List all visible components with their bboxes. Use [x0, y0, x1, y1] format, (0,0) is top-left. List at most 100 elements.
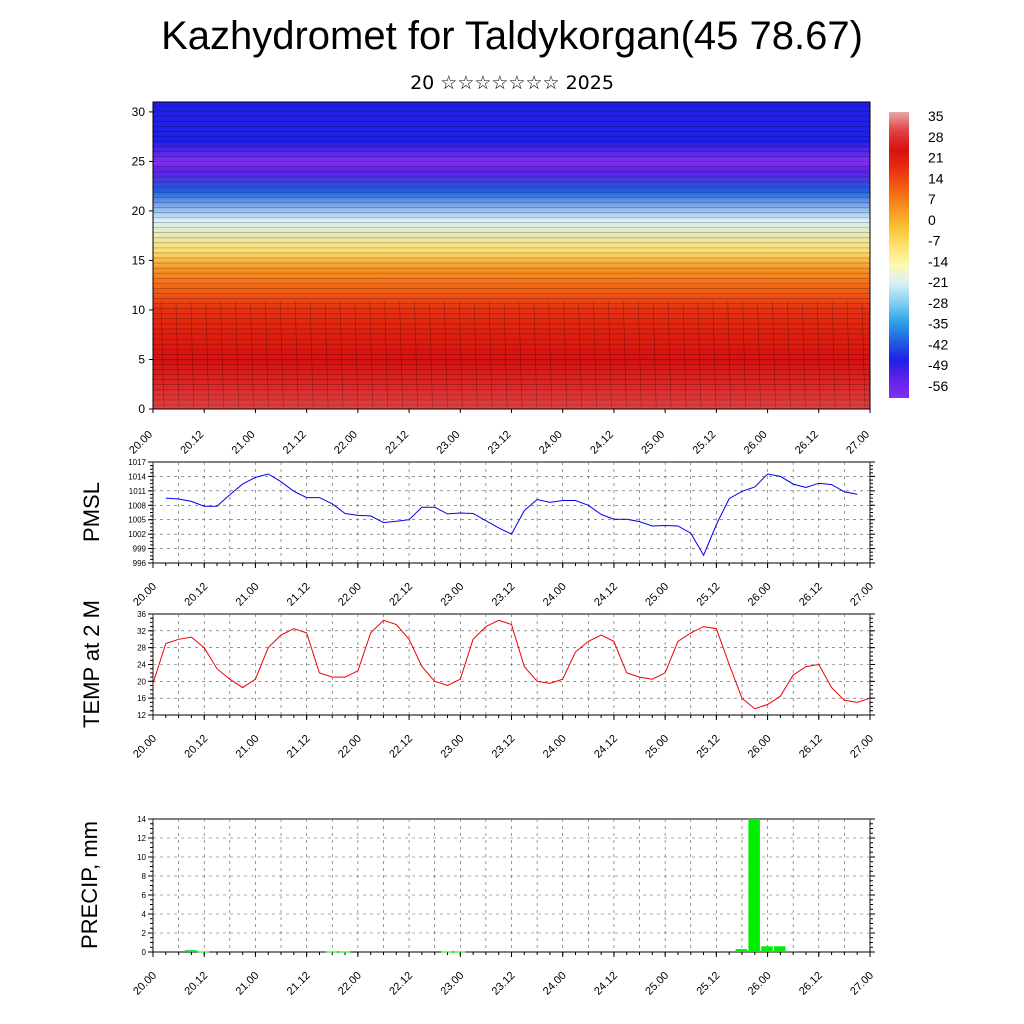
- y-tick-label: 996: [133, 559, 147, 568]
- x-tick-label: 27.00: [848, 581, 876, 609]
- x-tick-label: 21.00: [234, 970, 262, 998]
- x-tick-label: 25.00: [643, 581, 671, 609]
- precip-bar: [441, 951, 453, 953]
- y-tick-label: 1011: [129, 487, 147, 496]
- wind-barb-shaft: [354, 301, 359, 408]
- section-x-tick-label: 26.12: [793, 429, 821, 457]
- section-x-tick-label: 24.12: [588, 429, 616, 457]
- panel-ylabel: TEMP at 2 M: [79, 600, 104, 728]
- wind-barb-shaft: [533, 301, 538, 408]
- colorbar-label: -7: [928, 233, 941, 249]
- panel-grid: [152, 462, 871, 563]
- colorbar-label: 0: [928, 212, 936, 228]
- section-x-tick-label: 20.00: [127, 429, 155, 457]
- wind-barb-shaft: [190, 301, 195, 408]
- colorbar-label: 14: [928, 170, 944, 186]
- x-tick-label: 24.12: [592, 581, 620, 609]
- wind-barb-shaft: [697, 301, 702, 408]
- y-tick-label: 14: [137, 815, 146, 824]
- section-x-tick-label: 27.00: [844, 429, 872, 457]
- x-tick-label: 21.12: [285, 970, 313, 998]
- x-tick-label: 25.12: [695, 581, 723, 609]
- wind-barb-shaft: [623, 301, 627, 408]
- y-tick-label: 1017: [128, 458, 146, 467]
- x-tick-label: 24.00: [541, 970, 569, 998]
- y-tick-label: 2: [142, 929, 147, 938]
- x-tick-label: 25.12: [695, 733, 723, 761]
- section-y-tick-label: 15: [132, 253, 146, 267]
- section-x-tick-label: 20.12: [178, 429, 206, 457]
- wind-barb-shaft: [593, 301, 597, 408]
- section-x-tick-label: 25.00: [639, 429, 667, 457]
- wind-barb-shaft: [235, 301, 239, 408]
- chart-title: Kazhydromet for Taldykorgan(45 78.67): [161, 14, 863, 58]
- x-tick-label: 23.00: [438, 581, 466, 609]
- wind-barb-shaft: [384, 301, 389, 408]
- chart-subtitle: 20 ☆☆☆☆☆☆☆ 2025: [410, 72, 614, 94]
- wind-barb-shaft: [324, 301, 329, 408]
- x-tick-label: 26.12: [797, 733, 825, 761]
- colorbar-label: -42: [928, 336, 948, 352]
- x-tick-label: 26.00: [746, 581, 774, 609]
- y-tick-label: 16: [137, 694, 146, 703]
- panel-ylabel: PRECIP, mm: [77, 821, 102, 949]
- x-tick-label: 26.12: [797, 970, 825, 998]
- x-tick-label: 22.12: [387, 581, 415, 609]
- y-tick-label: 6: [142, 891, 147, 900]
- colorbar-label: -35: [928, 316, 948, 332]
- y-tick-label: 12: [137, 711, 146, 720]
- temp-line: [152, 619, 871, 710]
- temperature-section-panel: 0 5 10 15 20 25 30 20.00 20.12 21.00 21.12 22.00 22.…: [127, 101, 872, 457]
- wind-barb-shaft: [861, 301, 866, 408]
- wind-barb-shaft: [727, 301, 732, 408]
- colorbar-label: 21: [928, 150, 944, 166]
- x-tick-label: 25.12: [695, 970, 723, 998]
- wind-barb-shaft: [309, 301, 314, 408]
- x-tick-label: 24.12: [592, 733, 620, 761]
- x-tick-label: 20.12: [182, 970, 210, 998]
- x-tick-label: 23.12: [490, 970, 518, 998]
- x-tick-label: 24.00: [541, 733, 569, 761]
- pmsl-line: [165, 473, 858, 557]
- wind-barb-shaft: [488, 301, 493, 408]
- x-tick-label: 21.12: [285, 733, 313, 761]
- y-tick-label: 1005: [128, 516, 146, 525]
- precip-bar: [761, 946, 773, 952]
- y-tick-label: 28: [137, 644, 146, 653]
- precip-bar: [185, 950, 197, 952]
- y-tick-label: 32: [137, 627, 146, 636]
- wind-barb-shaft: [175, 301, 180, 408]
- wind-barb-shaft: [399, 301, 403, 408]
- colorbar-label: -56: [928, 378, 948, 394]
- y-tick-label: 10: [137, 853, 146, 862]
- wind-barb-shaft: [563, 301, 568, 408]
- precip-bar: [774, 946, 786, 952]
- wind-barb-shaft: [503, 301, 508, 408]
- precip-bar: [325, 951, 338, 953]
- wind-barb-shaft: [414, 301, 418, 408]
- wind-barb-shaft: [444, 301, 448, 408]
- wind-barb-shaft: [473, 301, 478, 408]
- colorbar-label: 28: [928, 129, 944, 145]
- precip-bar: [735, 949, 748, 952]
- x-tick-label: 27.00: [848, 970, 876, 998]
- section-y-tick-label: 30: [132, 105, 146, 119]
- x-tick-label: 26.00: [746, 733, 774, 761]
- y-tick-label: 4: [142, 910, 147, 919]
- section-x-tick-label: 23.12: [486, 429, 514, 457]
- x-tick-label: 21.00: [234, 733, 262, 761]
- y-tick-label: 1008: [128, 501, 146, 510]
- section-y-tick-label: 10: [132, 303, 146, 317]
- wind-barb-shaft: [802, 301, 806, 408]
- wind-barb-shaft: [787, 301, 791, 408]
- wind-barb-shaft: [339, 301, 344, 408]
- x-tick-label: 26.00: [746, 970, 774, 998]
- panel-grid: [152, 819, 871, 952]
- y-tick-label: 8: [142, 872, 147, 881]
- y-tick-label: 36: [137, 610, 146, 619]
- precip-bar: [786, 951, 799, 952]
- temp-panel: 12 16 20 24 28 32 36 20.00 20.12 21.00 21.12 22.00 2…: [79, 600, 876, 761]
- y-tick-label: 1002: [128, 530, 146, 539]
- x-tick-label: 24.12: [592, 970, 620, 998]
